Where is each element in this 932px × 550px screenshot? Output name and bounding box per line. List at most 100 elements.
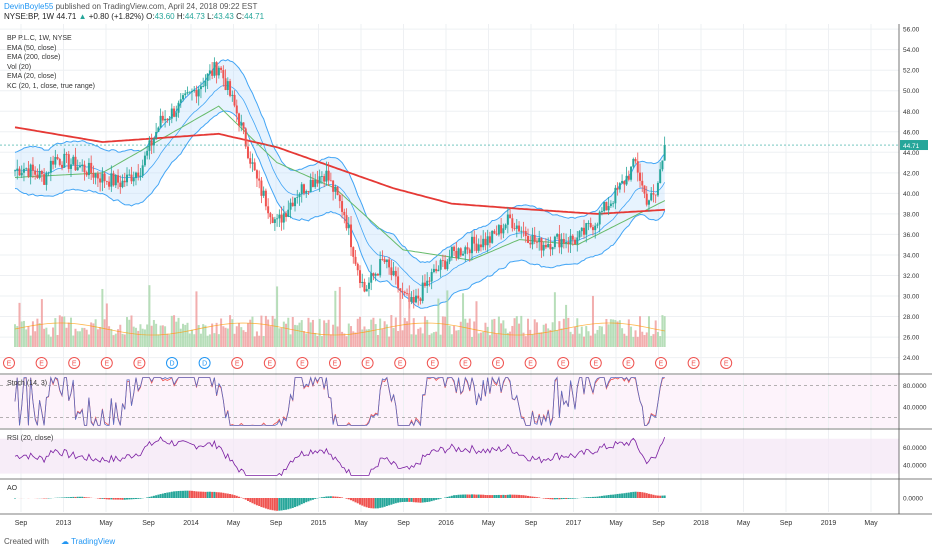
ao-bar: [388, 498, 391, 506]
volume-bar: [45, 327, 48, 347]
volume-bar: [542, 324, 545, 347]
volume-bar: [540, 332, 543, 347]
volume-bar: [85, 329, 88, 347]
ao-bar: [363, 498, 366, 507]
volume-bar: [596, 329, 599, 347]
ao-bar: [173, 491, 176, 498]
volume-bar: [132, 326, 135, 347]
candle-body: [152, 138, 155, 146]
ao-bar: [370, 498, 373, 509]
candle-body: [376, 273, 379, 276]
candle-body: [367, 282, 370, 289]
publish-text: published on TradingView.com, April 24, …: [55, 2, 258, 11]
ao-bar: [367, 498, 370, 508]
ao-bar: [493, 495, 496, 498]
volume-bar: [520, 315, 523, 347]
volume-bar: [112, 335, 115, 347]
volume-bar: [650, 335, 653, 347]
earnings-marker: [361, 357, 374, 369]
volume-bar: [421, 333, 424, 347]
ao-bar: [450, 495, 453, 498]
volume-bar: [157, 334, 160, 347]
candle-body: [278, 214, 281, 219]
volume-bar: [363, 326, 366, 347]
time-tick-label: 2018: [693, 520, 709, 527]
candle-body: [36, 174, 39, 178]
candle-body: [244, 128, 247, 147]
candle-body: [49, 160, 52, 173]
last-price: 44.71: [56, 12, 77, 21]
rsi-tick-label: 60.0000: [903, 445, 927, 452]
ao-bar: [470, 494, 473, 498]
time-tick-label: Sep: [142, 520, 155, 527]
candle-body: [289, 202, 292, 210]
ao-bar: [594, 496, 597, 498]
candle-body: [652, 193, 655, 195]
candle-body: [182, 95, 185, 100]
volume-bar: [199, 333, 202, 347]
stoch-tick-label: 80.0000: [903, 383, 927, 390]
ao-bar: [477, 494, 480, 498]
tradingview-logo[interactable]: ☁ TradingView: [61, 537, 115, 546]
candle-body: [63, 153, 66, 168]
ao-bar: [659, 495, 662, 498]
ao-bar: [421, 498, 424, 503]
candle-body: [574, 239, 577, 244]
volume-bar: [423, 316, 426, 347]
marker-label: E: [333, 361, 338, 368]
candle-body: [569, 235, 572, 244]
time-tick-label: May: [354, 520, 368, 527]
ao-bar: [394, 498, 397, 504]
volume-bar: [258, 335, 261, 347]
volume-bar: [300, 320, 303, 347]
ao-bar: [258, 498, 261, 507]
legend-keltner: KC (20, 1, close, true range): [7, 82, 95, 90]
candle-body: [329, 180, 332, 182]
candle-body: [486, 236, 489, 246]
ao-bar: [497, 494, 500, 498]
quote-line: NYSE:BP, 1W 44.71 ▲ +0.80 (+1.82%) O:43.…: [4, 12, 264, 21]
earnings-marker: [35, 357, 48, 369]
candle-body: [370, 273, 373, 283]
candle-body: [280, 214, 283, 223]
candle-body: [580, 227, 583, 232]
stoch-title: Stoch (14, 3): [7, 380, 47, 387]
ao-bar: [419, 498, 422, 503]
marker-label: E: [235, 361, 240, 368]
ao-bar: [126, 498, 129, 500]
time-tick-label: 2017: [566, 520, 582, 527]
ao-bar: [179, 490, 182, 498]
ao-bar: [190, 490, 193, 498]
volume-bar: [365, 329, 368, 347]
time-tick-label: May: [609, 520, 623, 527]
ao-bar: [464, 494, 467, 498]
author-link[interactable]: DevinBoyle55: [4, 2, 54, 11]
candle-body: [334, 186, 337, 192]
candle-body: [235, 105, 238, 114]
ao-bar: [157, 494, 160, 498]
candle-body: [464, 247, 467, 254]
ao-bar: [356, 498, 359, 504]
volume-bar: [294, 324, 297, 347]
volume-bar: [462, 293, 465, 347]
ao-bar: [294, 498, 297, 508]
candle-body: [495, 233, 498, 235]
candle-body: [67, 154, 70, 169]
candle-body: [358, 270, 361, 284]
keltner-fill: [15, 59, 665, 309]
ao-bar: [414, 498, 417, 503]
volume-bar: [625, 335, 628, 347]
volume-bar: [143, 329, 146, 347]
candle-body: [302, 184, 305, 194]
ao-bar: [220, 492, 223, 498]
volume-bar: [630, 326, 633, 347]
candle-body: [423, 282, 426, 286]
rsi-line: [14, 436, 666, 477]
ao-bar: [112, 498, 115, 500]
candle-body: [38, 170, 41, 178]
candle-body: [627, 175, 630, 180]
candle-body: [323, 176, 326, 182]
ao-bar: [488, 495, 491, 498]
volume-bar: [123, 334, 126, 347]
